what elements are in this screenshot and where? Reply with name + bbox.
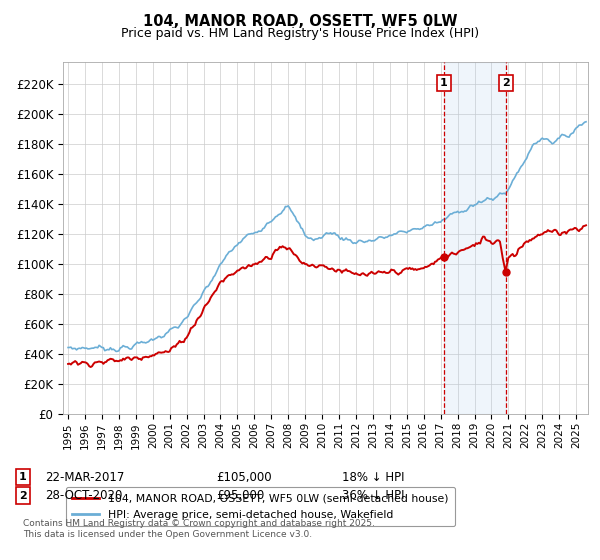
- Text: 22-MAR-2017: 22-MAR-2017: [45, 470, 124, 484]
- Text: £95,000: £95,000: [216, 489, 264, 502]
- Text: 28-OCT-2020: 28-OCT-2020: [45, 489, 122, 502]
- Text: 1: 1: [440, 78, 448, 87]
- Bar: [444, 62, 506, 414]
- Text: 18% ↓ HPI: 18% ↓ HPI: [342, 470, 404, 484]
- Text: Price paid vs. HM Land Registry's House Price Index (HPI): Price paid vs. HM Land Registry's House …: [121, 27, 479, 40]
- Text: 2: 2: [19, 491, 26, 501]
- Legend: 104, MANOR ROAD, OSSETT, WF5 0LW (semi-detached house), HPI: Average price, semi: 104, MANOR ROAD, OSSETT, WF5 0LW (semi-d…: [66, 487, 455, 526]
- Text: 104, MANOR ROAD, OSSETT, WF5 0LW: 104, MANOR ROAD, OSSETT, WF5 0LW: [143, 14, 457, 29]
- Text: 1: 1: [19, 472, 26, 482]
- Text: 36% ↓ HPI: 36% ↓ HPI: [342, 489, 404, 502]
- Text: £105,000: £105,000: [216, 470, 272, 484]
- Text: Contains HM Land Registry data © Crown copyright and database right 2025.
This d: Contains HM Land Registry data © Crown c…: [23, 519, 374, 539]
- Text: 2: 2: [502, 78, 509, 87]
